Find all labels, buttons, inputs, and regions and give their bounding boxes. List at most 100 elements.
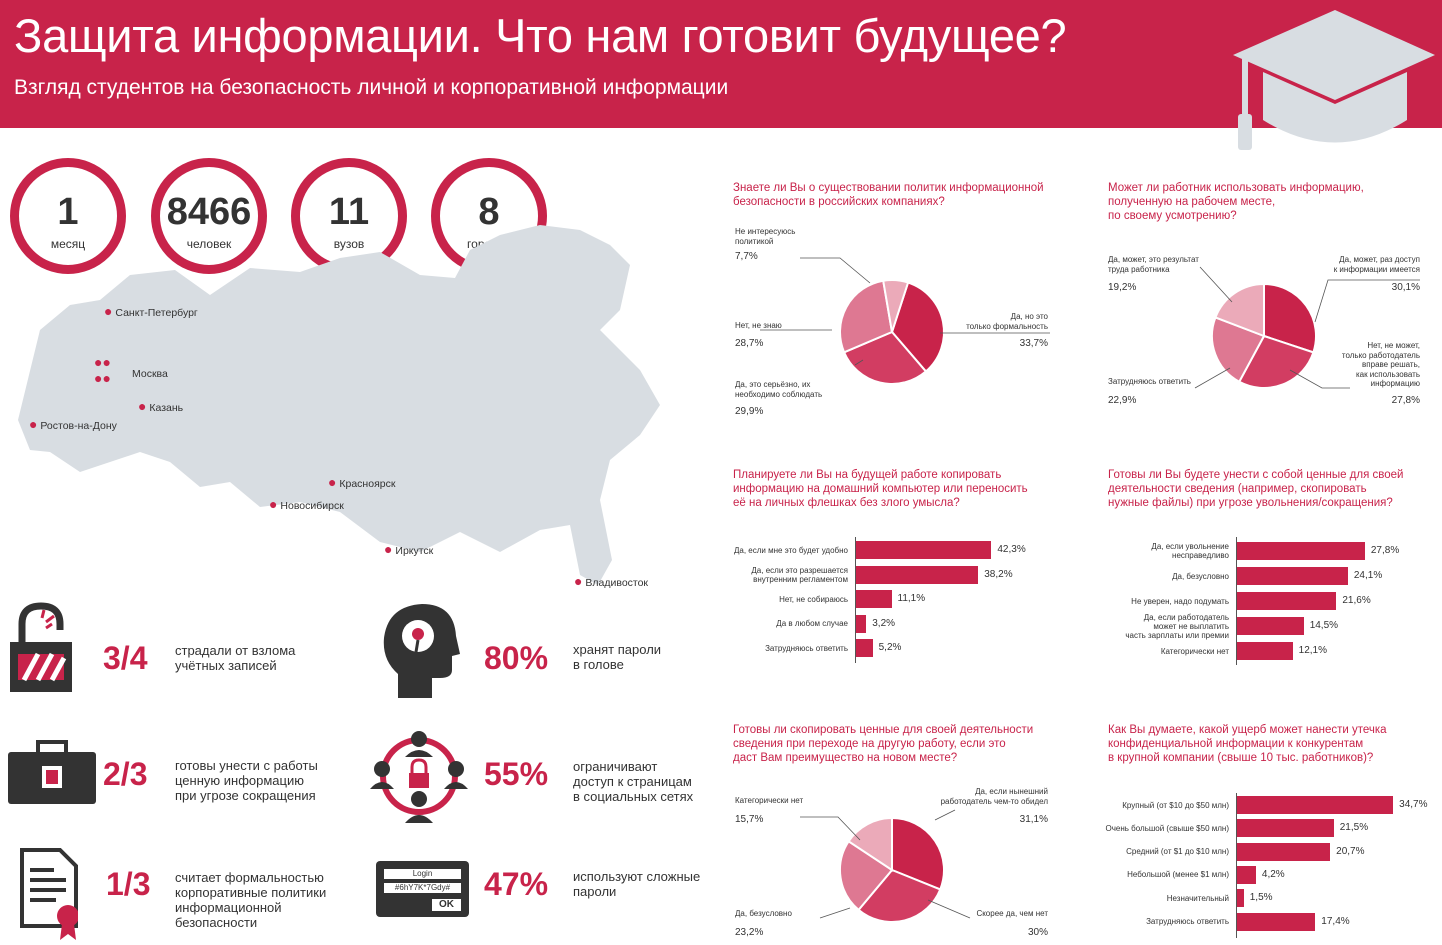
russia-map <box>18 225 660 585</box>
bar <box>856 639 873 657</box>
fact-value: 55% <box>484 756 549 792</box>
pie-label: Нет, не может, только работодатель вправ… <box>1341 341 1420 388</box>
bar <box>1237 819 1334 838</box>
bar-value: 38,2% <box>984 568 1013 580</box>
bar-value: 3,2% <box>872 617 896 629</box>
bar-value: 12,1% <box>1298 645 1328 656</box>
bar-label: Да в любом случае <box>776 619 848 628</box>
pie-value: 33,7% <box>1019 338 1048 349</box>
chart-title: Готовы ли Вы будете унести с собой ценны… <box>1108 469 1404 509</box>
bar-value: 14,5% <box>1309 620 1339 631</box>
stat-people: 8466 человек <box>151 158 267 274</box>
bar-label: Да, если увольнение несправедливо <box>1151 542 1229 560</box>
pie-label: Категорически нет <box>735 796 804 805</box>
city-marker: ● Ростов-на-Дону <box>29 416 117 432</box>
pie-value: 28,7% <box>735 338 764 349</box>
bar-label: Небольшой (менее $1 млн) <box>1127 870 1229 880</box>
bar <box>1237 642 1293 660</box>
pie-chart-5 <box>839 816 945 923</box>
bar-label: Очень большой (свыше $50 млн) <box>1105 823 1229 833</box>
head-brain-icon <box>383 604 460 698</box>
page-subtitle: Взгляд студентов на безопасность личной … <box>14 76 729 99</box>
pie-value: 15,7% <box>735 814 764 825</box>
bar-label: Затрудняюсь ответить <box>1146 917 1229 926</box>
city-marker: ● Иркутск <box>384 541 434 557</box>
bar-label: Да, если это разрешается внутренним регл… <box>751 565 848 584</box>
bar-label: Да, безусловно <box>1172 571 1229 581</box>
bar-label: Не уверен, надо подумать <box>1131 596 1229 606</box>
bar <box>1237 889 1244 908</box>
pie-slice <box>891 816 945 891</box>
pie-slice <box>1263 282 1317 354</box>
fact-value: 3/4 <box>103 640 148 676</box>
bar-axis <box>1236 537 1237 665</box>
fact-text: страдали от взлома учётных записей <box>175 643 296 673</box>
bar-label: Крупный (от $10 до $50 млн) <box>1122 800 1229 810</box>
pie-slice <box>890 281 945 373</box>
pie-chart-1 <box>839 279 945 385</box>
bar <box>1237 617 1304 635</box>
broken-lock-icon <box>10 602 72 692</box>
bar <box>1237 592 1337 610</box>
bar-value: 11,1% <box>897 593 926 604</box>
bar <box>1237 567 1348 585</box>
stat-months: 1 месяц <box>10 158 126 274</box>
ok-button: OK <box>432 899 461 911</box>
bar-label: Категорически нет <box>1160 646 1229 656</box>
bar <box>1237 796 1394 814</box>
bar-label: Затрудняюсь ответить <box>765 643 848 653</box>
pie-value: 29,9% <box>735 406 764 417</box>
bar-label: Незначительный <box>1166 893 1229 903</box>
pie-slice <box>839 839 894 912</box>
bar-value: 5,2% <box>878 642 902 653</box>
bar-value: 42,3% <box>997 544 1026 555</box>
bar-value: 1,5% <box>1249 892 1273 904</box>
pie-slice <box>882 279 910 333</box>
fact-value: 80% <box>484 640 549 676</box>
bar-value: 24,1% <box>1353 570 1383 581</box>
city-marker: ● Владивосток <box>574 573 649 589</box>
bar-value: 27,8% <box>1370 545 1400 556</box>
pie-value: 22,9% <box>1108 395 1137 406</box>
bar-value: 21,5% <box>1339 822 1369 834</box>
fact-text: считает формальностью корпоративные поли… <box>175 870 327 930</box>
pie-slice <box>842 330 928 385</box>
bar-value: 20,7% <box>1336 845 1365 857</box>
pie-label: Да, это серьёзно, их необходимо соблюдат… <box>735 380 823 399</box>
city-marker: ● Санкт-Петербург <box>104 303 198 319</box>
pie-label: Не интересуюсь политикой <box>735 227 796 246</box>
certificate-document-icon <box>20 848 78 940</box>
bar-axis <box>855 537 856 663</box>
pie-value: 23,2% <box>735 927 764 938</box>
bar-value: 4,2% <box>1261 868 1285 880</box>
bar-label: Да, если работодатель может не выплатить… <box>1125 612 1229 640</box>
bar <box>856 590 892 608</box>
bar <box>1237 912 1316 931</box>
pie-chart-2 <box>1211 282 1317 389</box>
fact-text: хранят пароли в голове <box>573 642 662 672</box>
page-title: Защита информации. Что нам готовит будущ… <box>14 9 1067 62</box>
briefcase-icon <box>8 740 96 804</box>
fact-value: 47% <box>484 866 549 902</box>
pie-slice <box>839 279 894 354</box>
pie-value: 7,7% <box>735 251 758 262</box>
bar-label: Да, если мне это будет удобно <box>733 545 848 555</box>
fact-value: 1/3 <box>106 866 151 902</box>
chart-title: Может ли работник использовать информаци… <box>1108 182 1364 222</box>
bar-value: 34,7% <box>1399 799 1428 810</box>
city-marker: ● Красноярск <box>328 474 396 490</box>
city-label: Москва <box>132 368 168 380</box>
pie-label: Затрудняюсь ответить <box>1108 377 1191 386</box>
fact-value: 2/3 <box>103 756 148 792</box>
people-lock-icon <box>370 731 468 823</box>
city-marker: ● Казань <box>138 398 184 414</box>
bar-value: 17,4% <box>1321 915 1350 927</box>
pie-label: Да, но это только формальность <box>966 312 1048 331</box>
bar-label: Нет, не собираюсь <box>779 594 848 604</box>
city-marker-moscow: ●● ●● <box>94 354 111 386</box>
pie-value: 19,2% <box>1108 282 1137 293</box>
pie-label: Да, безусловно <box>735 909 792 918</box>
fact-text: используют сложные пароли <box>573 869 701 899</box>
fact-text: ограничивают доступ к страницам в социал… <box>573 759 694 804</box>
chart-title: Знаете ли Вы о существовании политик инф… <box>733 182 1044 208</box>
